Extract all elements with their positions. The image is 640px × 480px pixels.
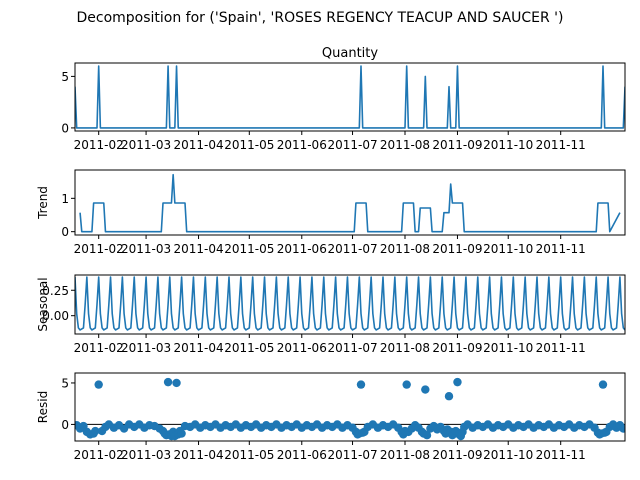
plot-area	[79, 173, 621, 233]
axes-frame	[74, 62, 626, 132]
x-tick-label: 2011-02	[74, 242, 124, 256]
x-tick-label: 2011-02	[74, 341, 124, 355]
x-tick-label: 2011-07	[327, 138, 377, 152]
x-tick-label: 2011-09	[432, 242, 482, 256]
axes-frame	[74, 372, 626, 442]
x-tick-label: 2011-09	[432, 448, 482, 462]
y-axis-label: Resid	[36, 391, 50, 423]
residual-point	[598, 380, 608, 389]
y-tick-label: 0	[61, 121, 69, 135]
y-axis-label: Seasonal	[36, 277, 50, 331]
x-tick-label: 2011-10	[483, 341, 533, 355]
residual-point	[177, 429, 186, 438]
figure-suptitle: Decomposition for ('Spain', 'ROSES REGEN…	[76, 10, 563, 26]
residual-point	[172, 378, 181, 388]
x-tick-label: 2011-02	[74, 448, 124, 462]
x-tick-label: 2011-08	[380, 242, 430, 256]
series-line	[79, 173, 621, 233]
x-tick-label: 2011-09	[432, 138, 482, 152]
x-tick-label: 2011-06	[277, 341, 327, 355]
x-tick-label: 2011-07	[327, 341, 377, 355]
x-tick-label: 2011-10	[483, 448, 533, 462]
x-tick-label: 2011-08	[380, 138, 430, 152]
x-tick-label: 2011-06	[277, 242, 327, 256]
residual-point	[94, 380, 103, 389]
plot-area	[75, 276, 625, 331]
y-tick-label: 0.00	[42, 309, 69, 323]
residual-point	[356, 380, 366, 389]
x-tick-label: 2011-03	[121, 138, 171, 152]
x-tick-label: 2011-05	[224, 138, 274, 152]
x-tick-label: 2011-03	[121, 448, 171, 462]
x-tick-label: 2011-11	[536, 138, 586, 152]
residual-point	[402, 380, 411, 389]
x-tick-label: 2011-08	[380, 341, 430, 355]
x-tick-label: 2011-08	[380, 448, 430, 462]
plot-area	[75, 377, 625, 441]
x-tick-label: 2011-07	[327, 242, 377, 256]
x-tick-label: 2011-11	[536, 448, 586, 462]
x-tick-label: 2011-02	[74, 138, 124, 152]
x-tick-label: 2011-04	[173, 341, 223, 355]
x-tick-label: 2011-11	[536, 242, 586, 256]
subplot-title: Quantity	[322, 46, 378, 61]
x-tick-label: 2011-03	[121, 242, 171, 256]
axes-frame	[74, 274, 626, 335]
y-tick-label: 0	[61, 225, 69, 239]
x-tick-label: 2011-11	[536, 341, 586, 355]
y-tick-label: 5	[61, 376, 69, 390]
y-axis-label: Trend	[36, 186, 50, 220]
x-tick-label: 2011-05	[224, 448, 274, 462]
x-tick-label: 2011-07	[327, 448, 377, 462]
axes-frame	[74, 169, 626, 236]
residual-point	[422, 431, 432, 440]
x-tick-label: 2011-05	[224, 242, 274, 256]
residual-point	[163, 377, 173, 387]
y-tick-label: 0	[61, 418, 69, 432]
x-tick-label: 2011-04	[173, 242, 223, 256]
x-tick-label: 2011-04	[173, 138, 223, 152]
y-tick-label: 0.25	[42, 284, 69, 298]
x-tick-label: 2011-06	[277, 138, 327, 152]
x-tick-label: 2011-06	[277, 448, 327, 462]
residual-point	[421, 385, 430, 394]
x-tick-label: 2011-03	[121, 341, 171, 355]
series-line	[75, 276, 625, 331]
x-tick-label: 2011-10	[483, 242, 533, 256]
residual-point	[453, 377, 462, 387]
residual-point	[91, 426, 100, 436]
x-tick-label: 2011-10	[483, 138, 533, 152]
y-tick-label: 1	[61, 192, 69, 206]
residual-point	[444, 392, 454, 401]
x-tick-label: 2011-04	[173, 448, 223, 462]
y-tick-label: 5	[61, 70, 69, 84]
x-tick-label: 2011-09	[432, 341, 482, 355]
residual-point	[619, 424, 625, 433]
plot-area	[75, 65, 625, 129]
x-tick-label: 2011-05	[224, 341, 274, 355]
series-line	[75, 65, 625, 129]
